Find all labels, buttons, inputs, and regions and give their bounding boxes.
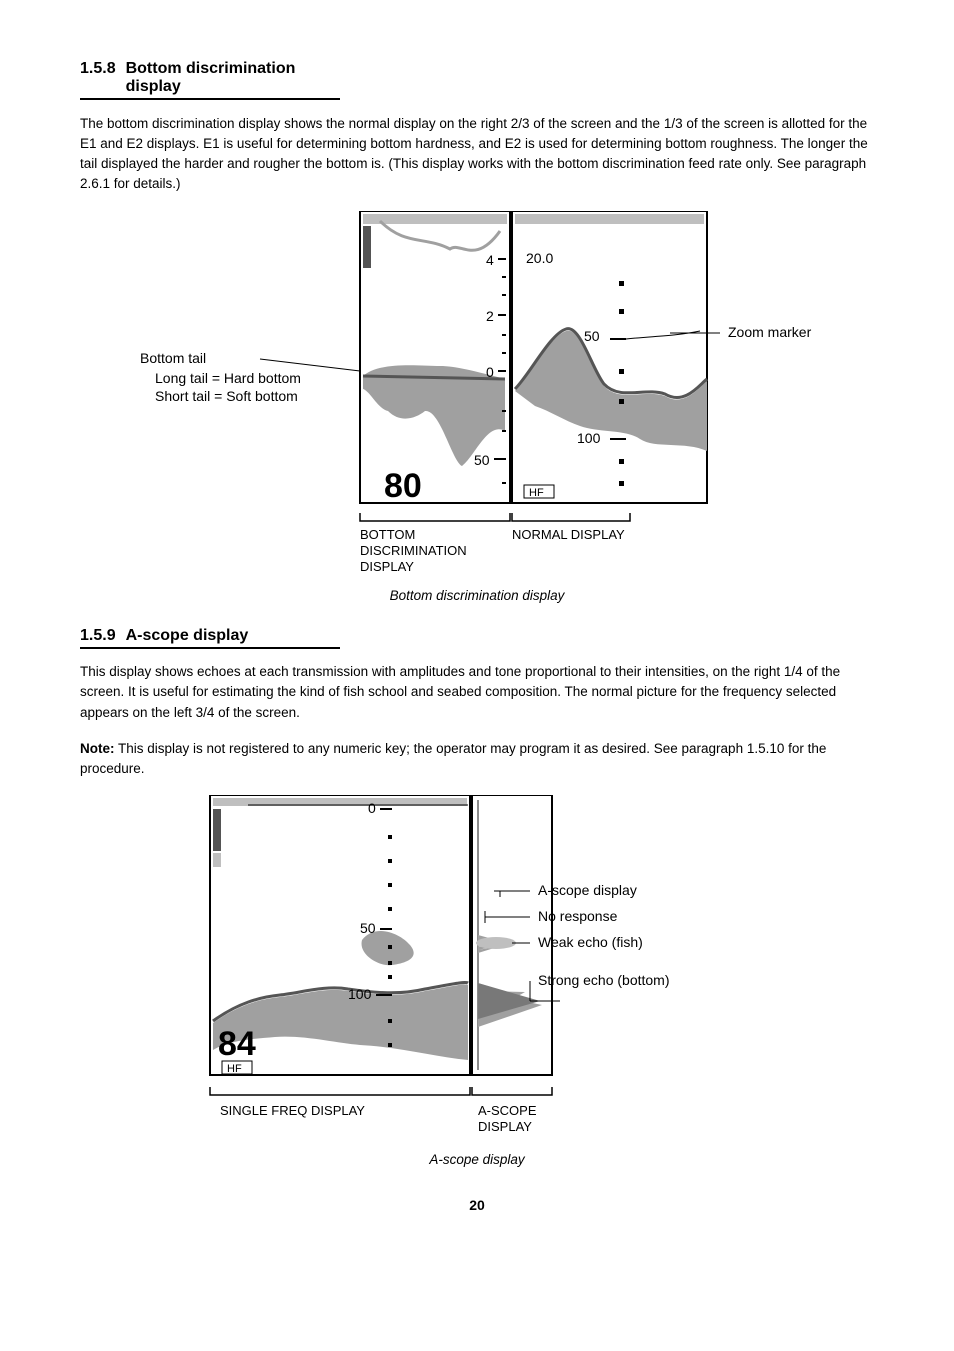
depth-value: 80 [384,467,422,505]
annotation: Bottom tail [140,350,206,366]
scale-tick: 50 [360,920,376,936]
scale-tick: 100 [577,430,601,446]
panel-label: SINGLE FREQ DISPLAY [220,1103,365,1118]
figure2-caption: A-scope display [80,1152,874,1167]
page-number: 20 [80,1197,874,1213]
panel-label: NORMAL DISPLAY [512,527,625,542]
annotation: A-scope display [538,882,637,898]
annotation: Weak echo (fish) [538,934,643,950]
figure-a-scope: 0 50 100 84 HF [80,795,874,1167]
scale-tick: 0 [368,800,376,816]
panel-label: DISPLAY [360,559,414,571]
depth-value: 84 [218,1025,256,1063]
hf-label: HF [529,487,544,499]
annotation: Long tail = Hard bottom [155,370,301,386]
annotation: Zoom marker [728,324,812,340]
scale-tick: 50 [584,328,600,344]
scale-tick: 0 [486,364,494,380]
section2-title: A-scope display [126,627,249,645]
annotation: No response [538,908,618,924]
figure1-caption: Bottom discrimination display [80,588,874,603]
scale-tick: 2 [486,308,494,324]
section1-paragraph: The bottom discrimination display shows … [80,114,874,195]
panel-label: DISCRIMINATION [360,543,467,558]
hf-label: HF [227,1063,242,1075]
scale-tick: 100 [348,986,372,1002]
section2-note: Note: This display is not registered to … [80,739,874,780]
annotation: Strong echo (bottom) [538,972,670,988]
section2-number: 1.5.9 [80,627,116,645]
panel-label: A-SCOPE [478,1103,537,1118]
panel-label: BOTTOM [360,527,415,542]
scale-tick: 4 [486,252,494,268]
scale-tick: 50 [474,452,490,468]
section2-paragraph: This display shows echoes at each transm… [80,662,874,723]
panel-label: DISPLAY [478,1119,532,1134]
section-title: Bottom discrimination display [126,60,340,96]
zoom-value: 20.0 [526,250,553,266]
figure-bottom-discrimination: 4 2 0 50 80 20.0 [80,211,874,603]
section-number: 1.5.8 [80,60,116,78]
annotation: Short tail = Soft bottom [155,388,298,404]
